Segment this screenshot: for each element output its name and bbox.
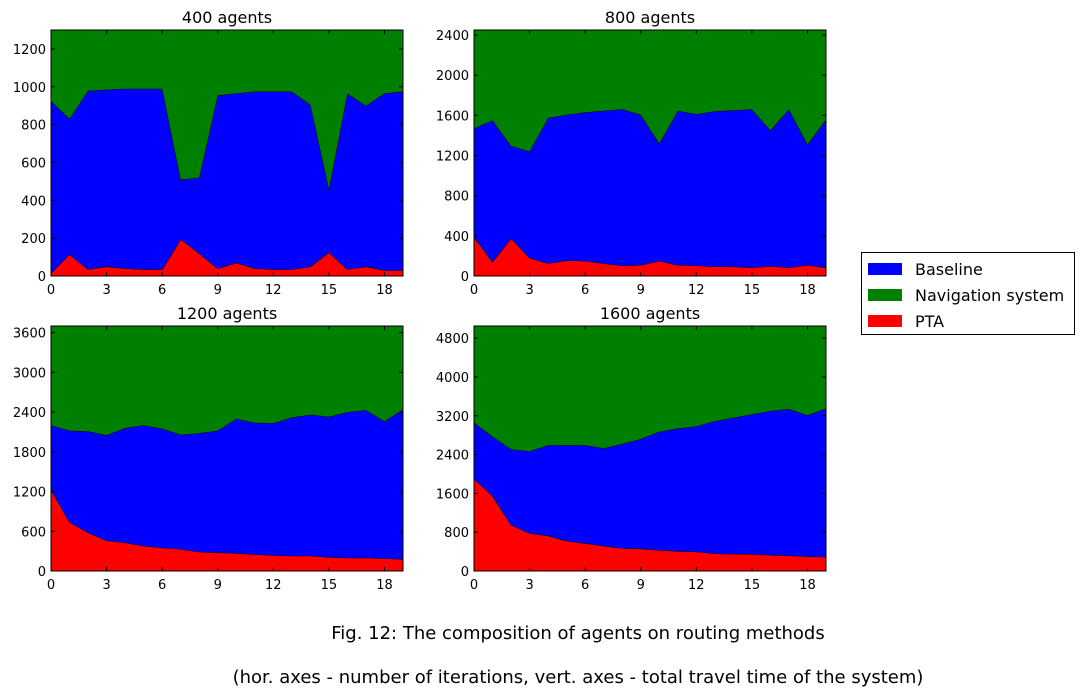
y-tick-label: 800 (444, 190, 469, 205)
plot-frame (473, 325, 827, 572)
y-tick-label: 0 (461, 270, 469, 285)
y-tick-label: 800 (444, 526, 469, 541)
plot-frame (473, 29, 827, 277)
legend-item-baseline: Baseline (868, 258, 983, 280)
x-tick-label: 18 (376, 283, 393, 298)
x-tick-label: 0 (470, 283, 478, 298)
x-tick-label: 18 (799, 283, 816, 298)
y-tick-label: 600 (21, 525, 46, 540)
x-tick-label: 0 (47, 578, 55, 593)
y-tick-label: 2400 (436, 29, 469, 44)
x-tick-label: 18 (799, 578, 816, 593)
x-tick-label: 12 (688, 578, 705, 593)
y-tick-label: 0 (461, 565, 469, 580)
x-tick-label: 15 (744, 283, 761, 298)
x-tick-label: 3 (102, 283, 110, 298)
chart-title: 800 agents (605, 8, 695, 27)
x-tick-label: 6 (158, 283, 166, 298)
x-tick-label: 15 (744, 578, 761, 593)
x-tick-label: 9 (637, 578, 645, 593)
y-tick-label: 4000 (436, 371, 469, 386)
legend-swatch-navigation (868, 289, 902, 301)
legend-item-pta: PTA (868, 310, 944, 332)
y-tick-label: 200 (21, 232, 46, 247)
figure-subcaption: (hor. axes - number of iterations, vert.… (232, 667, 924, 688)
y-tick-label: 4800 (436, 332, 469, 347)
y-tick-label: 400 (21, 194, 46, 209)
series-area-navigation-system (474, 326, 826, 452)
x-tick-label: 15 (321, 283, 338, 298)
chart-panel-1: 0 3 6 9 12 15 18 0 200 400 600 800 1000 1200 400 agent… (13, 8, 404, 298)
x-tick-label: 9 (214, 578, 222, 593)
chart-legend: Baseline Navigation system PTA (861, 252, 1075, 335)
legend-label-navigation: Navigation system (915, 285, 1065, 305)
x-tick-label: 12 (265, 283, 282, 298)
y-tick-label: 2400 (13, 406, 46, 421)
legend-swatch-baseline (868, 263, 902, 275)
x-tick-label: 3 (102, 578, 110, 593)
series-area-pta (474, 236, 826, 276)
legend-label-baseline: Baseline (915, 259, 983, 279)
legend-swatch-pta (868, 315, 902, 327)
y-tick-label: 600 (21, 156, 46, 171)
series-area-navigation-system (51, 30, 403, 189)
x-tick-label: 18 (376, 578, 393, 593)
chart-title: 400 agents (182, 8, 272, 27)
y-tick-label: 2000 (436, 69, 469, 84)
y-tick-label: 1600 (436, 487, 469, 502)
chart-panel-4: 0 3 6 9 12 15 18 0 800 1600 2400 3200 4000 4800 1600 a… (436, 304, 827, 593)
y-tick-label: 3200 (436, 410, 469, 425)
y-tick-label: 3600 (13, 327, 46, 342)
x-tick-label: 9 (214, 283, 222, 298)
x-tick-label: 3 (525, 283, 533, 298)
y-tick-label: 0 (38, 565, 46, 580)
chart-title: 1600 agents (600, 304, 700, 323)
y-tick-label: 1800 (13, 446, 46, 461)
x-tick-label: 0 (470, 578, 478, 593)
x-tick-label: 6 (158, 578, 166, 593)
legend-label-pta: PTA (915, 311, 945, 331)
y-tick-label: 1200 (13, 486, 46, 501)
x-tick-label: 15 (321, 578, 338, 593)
plot-frame (50, 29, 404, 277)
series-area-navigation-system (474, 30, 826, 152)
series-area-navigation-system (51, 326, 403, 436)
y-tick-label: 800 (21, 119, 46, 134)
x-tick-label: 12 (265, 578, 282, 593)
chart-panel-2: 0 3 6 9 12 15 18 0 400 800 1200 1600 2000 2400 800 age… (436, 8, 827, 298)
chart-panel-3: 0 3 6 9 12 15 18 0 600 1200 1800 2400 3000 3600 1200 a… (13, 304, 404, 593)
y-tick-label: 1200 (436, 150, 469, 165)
y-tick-label: 1600 (436, 109, 469, 124)
x-tick-label: 6 (581, 578, 589, 593)
y-tick-label: 3000 (13, 366, 46, 381)
series-area-pta (474, 478, 826, 571)
series-area-baseline (51, 409, 403, 560)
series-area-pta (51, 489, 403, 571)
x-tick-label: 0 (47, 283, 55, 298)
y-tick-label: 1200 (13, 43, 46, 58)
x-tick-label: 9 (637, 283, 645, 298)
legend-item-navigation: Navigation system (868, 284, 1064, 306)
x-tick-label: 3 (525, 578, 533, 593)
y-tick-label: 1000 (13, 81, 46, 96)
series-area-baseline (474, 109, 826, 268)
y-tick-label: 2400 (436, 449, 469, 464)
series-area-pta (51, 239, 403, 276)
chart-title: 1200 agents (177, 304, 277, 323)
plot-frame (50, 325, 404, 572)
y-tick-label: 0 (38, 270, 46, 285)
series-area-baseline (51, 88, 403, 274)
x-tick-label: 12 (688, 283, 705, 298)
x-tick-label: 6 (581, 283, 589, 298)
figure-caption: Fig. 12: The composition of agents on ro… (331, 623, 825, 644)
y-tick-label: 400 (444, 230, 469, 245)
